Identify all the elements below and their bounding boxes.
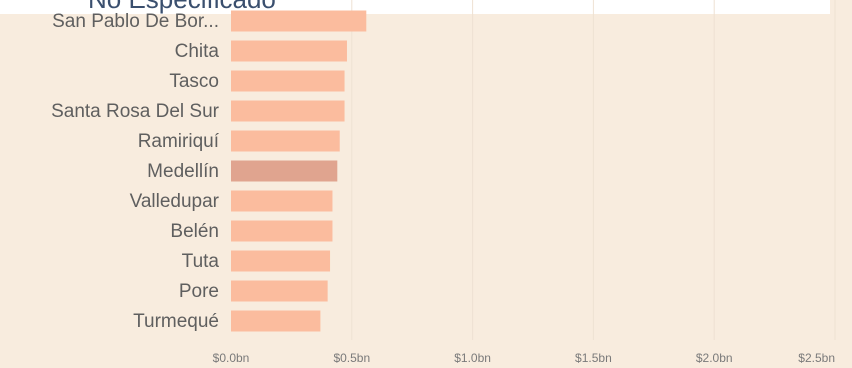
category-label: Belén — [170, 221, 219, 242]
x-tick-label: $2.0bn — [696, 351, 733, 365]
bar[interactable] — [231, 70, 345, 92]
x-axis-tick-labels: $0.0bn $0.5bn $1.0bn $1.5bn $2.0bn $2.5bn — [213, 351, 835, 365]
chart-title: No Especificado — [88, 0, 276, 12]
category-label: Tasco — [169, 71, 219, 92]
x-tick-label: $1.0bn — [454, 351, 491, 365]
bar[interactable] — [231, 100, 345, 122]
category-label: Ramiriquí — [138, 131, 220, 152]
x-tick-label: $0.5bn — [333, 351, 370, 365]
bar[interactable] — [231, 310, 321, 332]
x-tick-label: $1.5bn — [575, 351, 612, 365]
category-label: Chita — [175, 41, 220, 62]
bar[interactable] — [231, 280, 328, 302]
category-label: Santa Rosa Del Sur — [51, 101, 220, 122]
bar[interactable] — [231, 190, 333, 212]
bar[interactable] — [231, 250, 331, 272]
gridlines — [351, 0, 836, 340]
category-labels: San Pablo De Bor... Chita Tasco Santa Rosa … — [51, 11, 220, 332]
bar[interactable] — [231, 10, 367, 32]
category-label: Tuta — [182, 251, 220, 272]
x-tick-label: $2.5bn — [798, 351, 835, 365]
bar[interactable] — [231, 220, 333, 242]
category-label: Medellín — [147, 161, 219, 182]
category-label: San Pablo De Bor... — [52, 11, 219, 32]
x-tick-label: $0.0bn — [213, 351, 250, 365]
chart-title-strip: No Especificado — [0, 0, 830, 14]
category-label: Turmequé — [133, 311, 219, 332]
category-label: Valledupar — [130, 191, 220, 212]
bar[interactable] — [231, 40, 347, 62]
bars — [231, 10, 367, 332]
category-label: Pore — [179, 281, 219, 302]
bar[interactable] — [231, 160, 338, 182]
bar[interactable] — [231, 130, 340, 152]
